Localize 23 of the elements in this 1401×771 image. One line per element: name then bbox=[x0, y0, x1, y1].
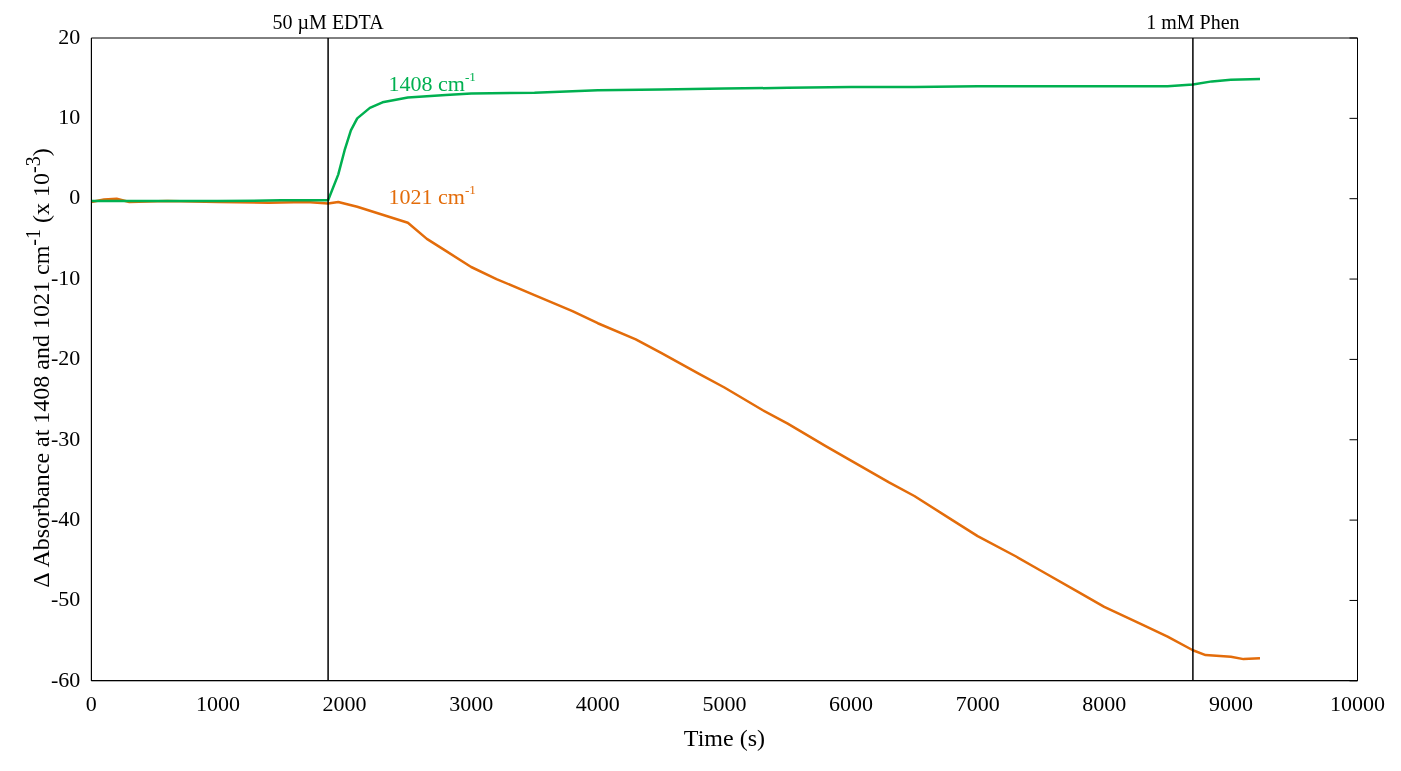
x-tick-label: 4000 bbox=[575, 690, 620, 716]
x-tick-label: 10000 bbox=[1330, 690, 1385, 716]
ref-line-label: 50 µM EDTA bbox=[272, 11, 385, 35]
ref-line-label: 1 mM Phen bbox=[1146, 11, 1240, 34]
x-tick-label: 5000 bbox=[702, 690, 747, 716]
x-axis-title: Time (s) bbox=[683, 724, 765, 751]
y-tick-label: -50 bbox=[51, 586, 81, 612]
x-tick-label: 3000 bbox=[449, 690, 494, 716]
x-tick-label: 7000 bbox=[955, 690, 1000, 716]
x-tick-label: 8000 bbox=[1082, 690, 1127, 716]
y-tick-label: -60 bbox=[51, 666, 81, 692]
y-tick-label: 0 bbox=[69, 184, 81, 210]
x-tick-label: 9000 bbox=[1208, 690, 1253, 716]
y-tick-label: 20 bbox=[58, 23, 81, 49]
x-tick-label: 1000 bbox=[195, 690, 240, 716]
y-tick-label: -10 bbox=[51, 264, 81, 290]
y-tick-label: -20 bbox=[51, 345, 81, 371]
x-tick-label: 0 bbox=[85, 690, 97, 716]
x-tick-label: 2000 bbox=[322, 690, 367, 716]
y-tick-label: -30 bbox=[51, 425, 81, 451]
x-tick-label: 6000 bbox=[829, 690, 874, 716]
y-tick-label: -40 bbox=[51, 505, 81, 531]
y-tick-label: 10 bbox=[58, 104, 81, 130]
